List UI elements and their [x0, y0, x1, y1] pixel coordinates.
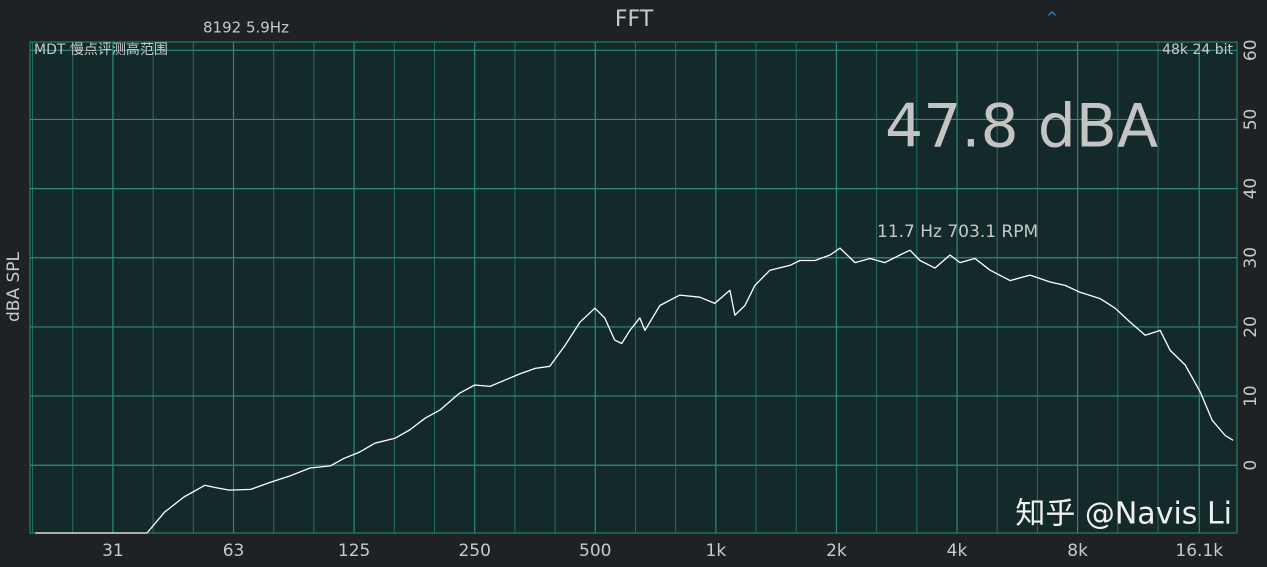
y-axis-label: dBA SPL: [4, 251, 24, 322]
x-tick-label: 63: [223, 541, 245, 561]
grid: [30, 42, 1237, 533]
x-tick-label: 250: [458, 541, 490, 561]
x-tick-label: 2k: [826, 541, 847, 561]
x-tick-label: 8k: [1067, 541, 1088, 561]
x-tick-label: 125: [338, 541, 370, 561]
x-tick-label: 1k: [706, 541, 727, 561]
y-tick-label: 50: [1241, 109, 1261, 131]
x-tick-label: 16.1k: [1175, 541, 1223, 561]
y-tick-label: 60: [1241, 39, 1261, 61]
chart-title: FFT: [615, 7, 654, 32]
x-tick-label: 500: [579, 541, 611, 561]
peak-label: 11.7 Hz 703.1 RPM: [877, 222, 1038, 242]
plot-border: [29, 41, 1238, 534]
spectrum-line: [35, 247, 1234, 534]
y-tick-label: 40: [1241, 178, 1261, 200]
y-tick-label: 20: [1241, 316, 1261, 338]
x-tick-label: 4k: [947, 541, 968, 561]
level-readout: 47.8 dBA: [885, 92, 1158, 162]
format-label: 48k 24 bit: [1162, 42, 1233, 58]
y-tick-label: 10: [1241, 385, 1261, 407]
marker: ^: [1046, 10, 1058, 26]
watermark: 知乎 @Navis Li: [1015, 497, 1232, 532]
y-tick-label: 30: [1241, 247, 1261, 269]
plot-area: [30, 42, 1237, 533]
x-tick-label: 31: [102, 541, 124, 561]
y-tick-label: 0: [1241, 460, 1261, 471]
fft-info: 8192 5.9Hz: [203, 19, 289, 37]
device-label: MDT 慢点评测高范围: [34, 41, 168, 58]
